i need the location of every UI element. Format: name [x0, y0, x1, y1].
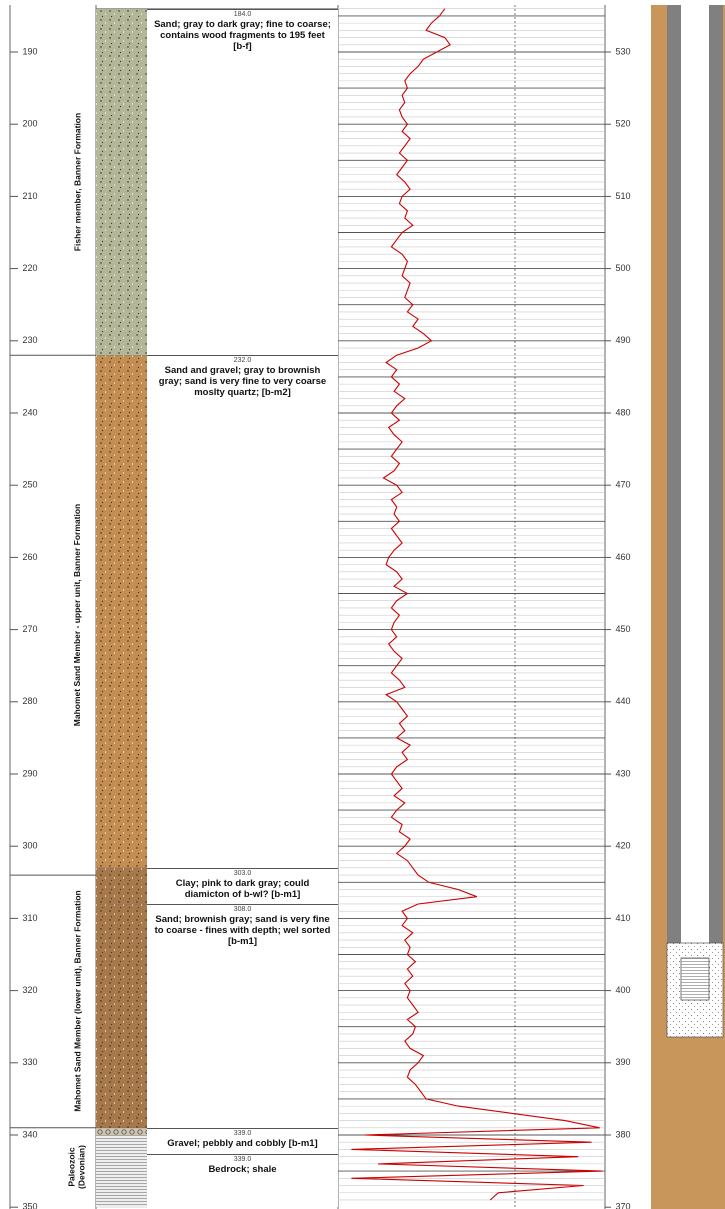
elevation-tick-label: 510: [615, 191, 630, 201]
elevation-tick-label: 460: [615, 552, 630, 562]
well-log: 190 200 210 220 230 240 250 260 270 280 290 300 310 3…: [0, 0, 725, 1209]
unit-description: Sand; brownish gray; sand is very fine t…: [147, 914, 338, 947]
depth-tick-label: 340: [22, 1129, 37, 1139]
lithology-pattern: [96, 355, 147, 868]
unit-top-label: 232.0: [147, 357, 338, 365]
unit-top-label: 339.0: [147, 1130, 338, 1138]
formation-name: Paleozoic (Devonian): [63, 1128, 91, 1207]
depth-tick-label: 250: [22, 480, 37, 490]
log-graphics: 190 200 210 220 230 240 250 260 270 280 290 300 310 3…: [0, 0, 725, 1209]
casing: [709, 5, 723, 943]
depth-tick-label: 280: [22, 696, 37, 706]
depth-tick-label: 210: [22, 191, 37, 201]
elevation-tick-label: 480: [615, 407, 630, 417]
casing-interior: [681, 5, 709, 943]
elevation-tick-label: 400: [615, 985, 630, 995]
elevation-tick-label: 430: [615, 768, 630, 778]
elevation-tick-label: 520: [615, 119, 630, 129]
well-diagram: [651, 5, 725, 1209]
lithology-pattern: [96, 1128, 147, 1135]
unit-description: Clay; pink to dark gray; could diamicton…: [147, 878, 338, 900]
depth-tick-label: 300: [22, 841, 37, 851]
elevation-tick-label: 530: [615, 46, 630, 56]
elevation-tick-label: 450: [615, 624, 630, 634]
formation-name: Fisher member, Banner Formation: [63, 9, 91, 356]
elevation-tick-label: 380: [615, 1129, 630, 1139]
depth-tick-label: 260: [22, 552, 37, 562]
elevation-tick-label: 470: [615, 480, 630, 490]
depth-tick-label: 350: [22, 1202, 37, 1209]
unit-description: Sand and gravel; gray to brownish gray; …: [147, 365, 338, 398]
depth-tick-label: 330: [22, 1057, 37, 1067]
formation-name: Mahomet Sand Member - upper unit, Banner…: [63, 355, 91, 875]
unit-top-label: 339.0: [147, 1156, 338, 1164]
curve-track: [338, 5, 605, 1209]
depth-tick-label: 190: [22, 46, 37, 56]
unit-top-label: 184.0: [147, 11, 338, 19]
depth-tick-label: 320: [22, 985, 37, 995]
depth-tick-label: 220: [22, 263, 37, 273]
unit-description: Sand; gray to dark gray; fine to coarse;…: [147, 19, 338, 52]
unit-description: Bedrock; shale: [147, 1164, 338, 1175]
elevation-tick-label: 490: [615, 335, 630, 345]
depth-tick-label: 270: [22, 624, 37, 634]
depth-tick-label: 240: [22, 407, 37, 417]
lithology-pattern: [96, 9, 147, 356]
depth-tick-label: 290: [22, 768, 37, 778]
elevation-tick-label: 500: [615, 263, 630, 273]
lithology-pattern: [96, 904, 147, 1128]
elevation-tick-label: 390: [615, 1057, 630, 1067]
unit-top-label: 308.0: [147, 906, 338, 914]
elevation-tick-label: 370: [615, 1202, 630, 1209]
formation-name: Mahomet Sand Member (lower unit), Banner…: [63, 875, 91, 1128]
unit-description: Gravel; pebbly and cobbly [b-m1]: [147, 1138, 338, 1149]
elevation-tick-label: 440: [615, 696, 630, 706]
casing: [667, 5, 681, 943]
elevation-tick-label: 410: [615, 913, 630, 923]
unit-top-label: 303.0: [147, 870, 338, 878]
elevation-tick-label: 420: [615, 841, 630, 851]
depth-tick-label: 200: [22, 119, 37, 129]
screen-slots: [681, 958, 709, 1000]
depth-tick-label: 230: [22, 335, 37, 345]
lithology-pattern: [96, 868, 147, 904]
lithology-pattern: [96, 1128, 147, 1207]
depth-tick-label: 310: [22, 913, 37, 923]
